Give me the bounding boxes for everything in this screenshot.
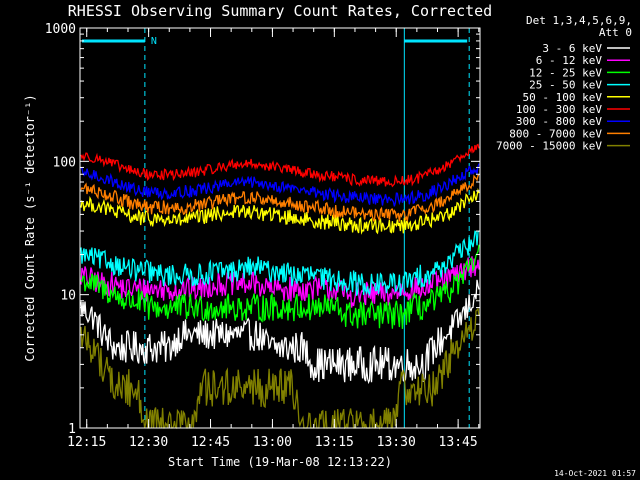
y-tick-label: 1: [68, 422, 76, 437]
x-tick-label: 12:45: [191, 435, 230, 450]
legend-header: Att 0: [599, 26, 632, 39]
x-tick-label: 12:15: [67, 435, 106, 450]
x-tick-label: 13:45: [439, 435, 478, 450]
legend-header: Det 1,3,4,5,6,9,: [526, 14, 632, 27]
legend-entry-label: 3 - 6 keV: [542, 42, 602, 55]
y-axis: 1 10 100 1000: [45, 22, 480, 437]
legend-entry-label: 6 - 12 keV: [536, 54, 603, 67]
plot-area: N: [79, 27, 481, 430]
series-line: [80, 230, 480, 297]
y-tick-label: 10: [60, 289, 76, 304]
series-line: [80, 244, 480, 329]
plot-frame: [79, 27, 481, 429]
series-line: [80, 256, 480, 308]
x-tick-label: 13:00: [253, 435, 292, 450]
series-line: [80, 143, 480, 188]
x-axis-label: Start Time (19-Mar-08 12:13:22): [168, 455, 392, 469]
timestamp: 14-Oct-2021 01:57: [554, 469, 636, 478]
y-tick-label: 1000: [45, 22, 76, 37]
x-axis: 12:15 12:30 12:45 13:00 13:15 13:30 13:45: [67, 28, 480, 450]
series-line: [80, 307, 480, 430]
y-tick-label: 100: [53, 155, 76, 170]
series-line: [80, 174, 480, 223]
y-axis-label: Corrected Count Rate (s⁻¹ detector⁻¹): [23, 94, 37, 361]
x-tick-label: 13:30: [377, 435, 416, 450]
series-line: [80, 279, 480, 385]
legend-entry-label: 800 - 7000 keV: [509, 127, 602, 140]
legend-entry-label: 300 - 800 keV: [516, 115, 602, 128]
legend-entry-label: 12 - 25 keV: [529, 66, 602, 79]
night-marker-label: N: [151, 36, 157, 47]
legend-entry-label: 25 - 50 keV: [529, 79, 602, 92]
legend-entry-label: 100 - 300 keV: [516, 103, 602, 116]
x-tick-label: 12:30: [129, 435, 168, 450]
x-tick-label: 13:15: [315, 435, 354, 450]
legend-entry-label: 50 - 100 keV: [523, 91, 603, 104]
legend-entry-label: 7000 - 15000 keV: [496, 140, 602, 153]
series-line: [80, 163, 480, 207]
chart-title: RHESSI Observing Summary Count Rates, Co…: [68, 2, 492, 20]
